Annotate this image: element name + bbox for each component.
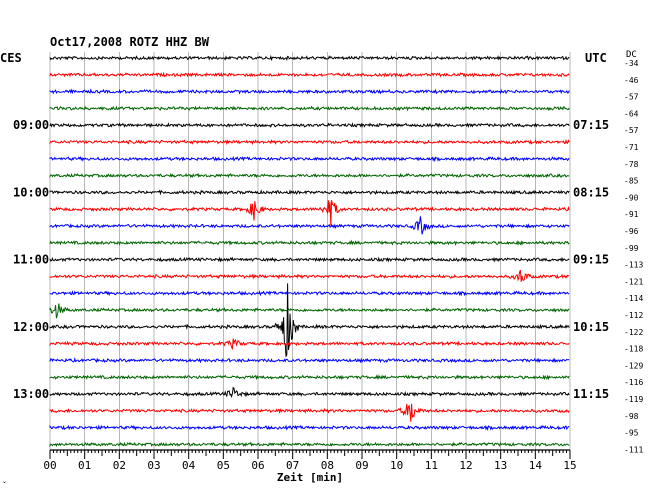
x-tick-label-14: 14 (529, 459, 543, 472)
corner-mark: ˇ (2, 480, 7, 490)
x-tick-label-15: 15 (563, 459, 576, 472)
label-group: -34 -46 -57 -64 -57 -71 -78 -85 -90 -91 -96 -99 -113… (13, 59, 643, 454)
right-time-label-1: 08:15 (573, 185, 609, 199)
dc-offset-label-15: -112 (624, 311, 643, 320)
right-time-label-3: 10:15 (573, 320, 609, 334)
left-time-label-2: 11:00 (13, 253, 49, 267)
dc-offset-label-9: -91 (624, 210, 639, 219)
dc-offset-label-17: -118 (624, 345, 643, 354)
dc-offset-label-5: -71 (624, 143, 639, 152)
dc-offset-label-8: -90 (624, 193, 639, 202)
trace-row-19 (49, 373, 570, 381)
dc-offset-label-13: -121 (624, 277, 643, 286)
dc-offset-label-10: -96 (624, 227, 639, 236)
dc-offset-label-14: -114 (624, 294, 643, 303)
dc-offset-label-7: -85 (624, 177, 639, 186)
dc-offset-label-0: -34 (624, 59, 639, 68)
x-tick-label-12: 12 (459, 459, 472, 472)
dc-offset-label-23: -111 (624, 445, 643, 454)
chart-title: Oct17,2008 ROTZ HHZ BW (50, 35, 210, 49)
left-time-label-4: 13:00 (13, 387, 49, 401)
dc-offset-label-4: -57 (624, 126, 639, 135)
x-tick-label-09: 09 (355, 459, 368, 472)
trace-row-14 (49, 290, 570, 297)
dc-offset-label-11: -99 (624, 244, 639, 253)
dc-offset-label-16: -122 (624, 328, 643, 337)
x-tick-label-07: 07 (286, 459, 299, 472)
dc-offset-label-6: -78 (624, 160, 639, 169)
x-tick-label-13: 13 (494, 459, 507, 472)
dc-offset-label-3: -64 (624, 109, 639, 118)
trace-row-15 (49, 303, 570, 319)
trace-row-7 (49, 172, 570, 179)
trace-row-20 (49, 386, 570, 399)
left-time-label-1: 10:00 (13, 185, 49, 199)
grid-lines (49, 52, 571, 450)
trace-row-16 (49, 283, 570, 358)
right-time-label-0: 07:15 (573, 118, 609, 132)
dc-offset-label-1: -46 (624, 76, 639, 85)
x-tick-label-11: 11 (425, 459, 438, 472)
trace-row-13 (49, 269, 570, 282)
dc-offset-label-21: -98 (624, 412, 639, 421)
right-timezone-label: UTC (585, 51, 607, 65)
trace-row-9 (49, 200, 570, 226)
dc-offset-label-20: -119 (624, 395, 643, 404)
trace-row-1 (49, 71, 570, 78)
x-tick-label-10: 10 (390, 459, 403, 472)
trace-row-21 (49, 403, 570, 422)
x-tick-label-06: 06 (251, 459, 264, 472)
trace-row-4 (49, 122, 570, 129)
left-time-label-3: 12:00 (13, 320, 49, 334)
dc-offset-label-2: -57 (624, 93, 639, 102)
x-tick-label-05: 05 (217, 459, 230, 472)
dc-offset-label-12: -113 (624, 261, 643, 270)
trace-row-23 (49, 441, 570, 448)
x-tick-label-04: 04 (182, 459, 196, 472)
x-axis: 00 01 02 03 04 05 06 07 08 09 10 11 12 13 14 15 Zeit [mi… (43, 449, 577, 484)
x-tick-label-01: 01 (78, 459, 91, 472)
right-time-label-2: 09:15 (573, 253, 609, 267)
dc-offset-label-18: -129 (624, 361, 643, 370)
trace-row-12 (49, 256, 570, 263)
left-time-label-0: 09:00 (13, 118, 49, 132)
trace-row-6 (49, 155, 570, 163)
trace-row-2 (49, 88, 570, 95)
trace-row-10 (49, 216, 570, 235)
x-tick-label-08: 08 (321, 459, 334, 472)
trace-row-3 (49, 105, 570, 112)
dc-offset-label-19: -116 (624, 378, 643, 387)
trace-group (49, 54, 570, 448)
right-time-label-4: 11:15 (573, 387, 609, 401)
left-timezone-label: CES (0, 51, 22, 65)
trace-row-0 (49, 54, 570, 62)
x-axis-title: Zeit [min] (277, 471, 343, 484)
x-tick-label-02: 02 (113, 459, 126, 472)
dc-offset-label-22: -95 (624, 429, 639, 438)
x-tick-label-03: 03 (147, 459, 160, 472)
trace-row-22 (49, 424, 570, 431)
trace-row-18 (49, 357, 570, 364)
trace-row-8 (49, 189, 570, 196)
trace-row-5 (49, 138, 570, 146)
trace-row-17 (49, 338, 570, 351)
dc-label: DC (626, 50, 637, 60)
x-tick-label-00: 00 (43, 459, 56, 472)
trace-row-11 (49, 239, 570, 246)
